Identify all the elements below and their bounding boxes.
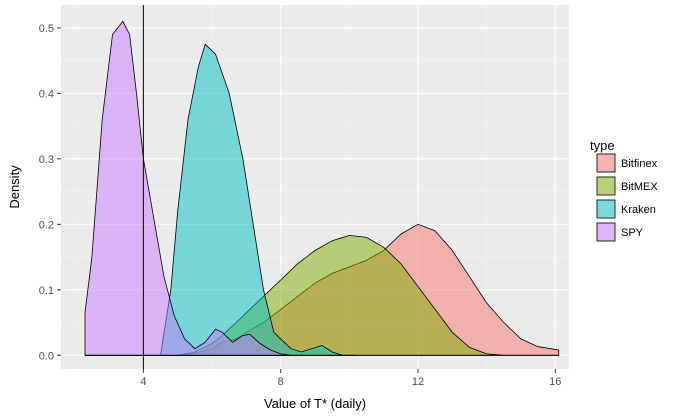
y-tick-label: 0.0 — [39, 350, 54, 362]
y-tick-label: 0.4 — [39, 88, 54, 100]
x-axis-ticks: 4 8 12 16 — [140, 369, 561, 388]
legend-swatch-bitmex — [596, 176, 616, 196]
legend-title: type — [590, 138, 615, 153]
legend-swatch-kraken — [596, 199, 616, 219]
x-tick-label: 4 — [140, 376, 146, 388]
y-axis-ticks: 0.0 0.1 0.2 0.3 0.4 0.5 — [39, 23, 61, 362]
y-tick-label: 0.1 — [39, 285, 54, 297]
x-tick-label: 12 — [412, 376, 424, 388]
legend-label-kraken: Kraken — [621, 204, 656, 216]
legend-label-spy: SPY — [621, 227, 644, 239]
y-axis-title: Density — [7, 165, 22, 209]
x-tick-label: 16 — [549, 376, 561, 388]
y-tick-label: 0.3 — [39, 154, 54, 166]
y-tick-label: 0.2 — [39, 219, 54, 231]
legend: type Bitfinex BitMEX Kraken SPY — [590, 138, 658, 242]
legend-label-bitmex: BitMEX — [621, 181, 658, 193]
y-tick-label: 0.5 — [39, 23, 54, 35]
density-areas — [84, 20, 560, 356]
density-area-spy — [84, 20, 292, 356]
x-axis-title: Value of T* (daily) — [264, 396, 366, 411]
legend-swatch-bitfinex — [596, 153, 616, 173]
density-area-kraken — [85, 43, 357, 356]
x-tick-label: 8 — [278, 376, 284, 388]
legend-label-bitfinex: Bitfinex — [621, 158, 658, 170]
legend-swatch-spy — [596, 222, 616, 242]
